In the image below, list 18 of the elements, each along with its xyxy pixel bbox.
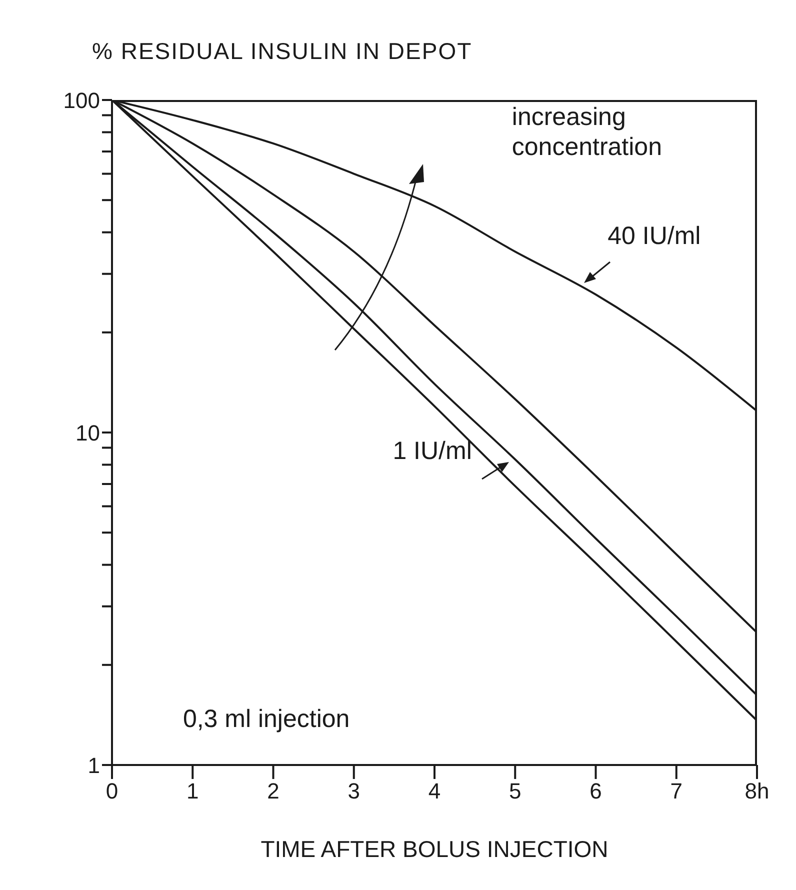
x-axis-title: TIME AFTER BOLUS INJECTION — [260, 836, 608, 862]
annotation: 0,3 ml injection — [182, 705, 350, 734]
y-tick-label: 10 — [76, 420, 100, 446]
x-tick-label: 2 — [267, 778, 280, 804]
series-label: 40 IU/ml — [608, 222, 702, 251]
x-tick-label: 3 — [348, 778, 360, 804]
x-tick-label: 0 — [106, 778, 118, 804]
y-axis-title: % RESIDUAL INSULIN IN DEPOT — [92, 38, 472, 65]
x-tick-label: 7 — [670, 778, 682, 804]
x-tick-label: 4 — [428, 778, 441, 804]
x-tick-label: 5 — [509, 778, 522, 804]
y-tick-label: 100 — [63, 88, 100, 113]
x-tick-label: 8h — [744, 778, 770, 804]
legend-label: 1 IU/ml — [392, 436, 472, 466]
x-tick-label: 1 — [186, 778, 199, 804]
y-tick-label: 1 — [88, 752, 100, 778]
x-tick-label: 6 — [590, 778, 602, 804]
annotation: increasing concentration — [512, 102, 663, 162]
